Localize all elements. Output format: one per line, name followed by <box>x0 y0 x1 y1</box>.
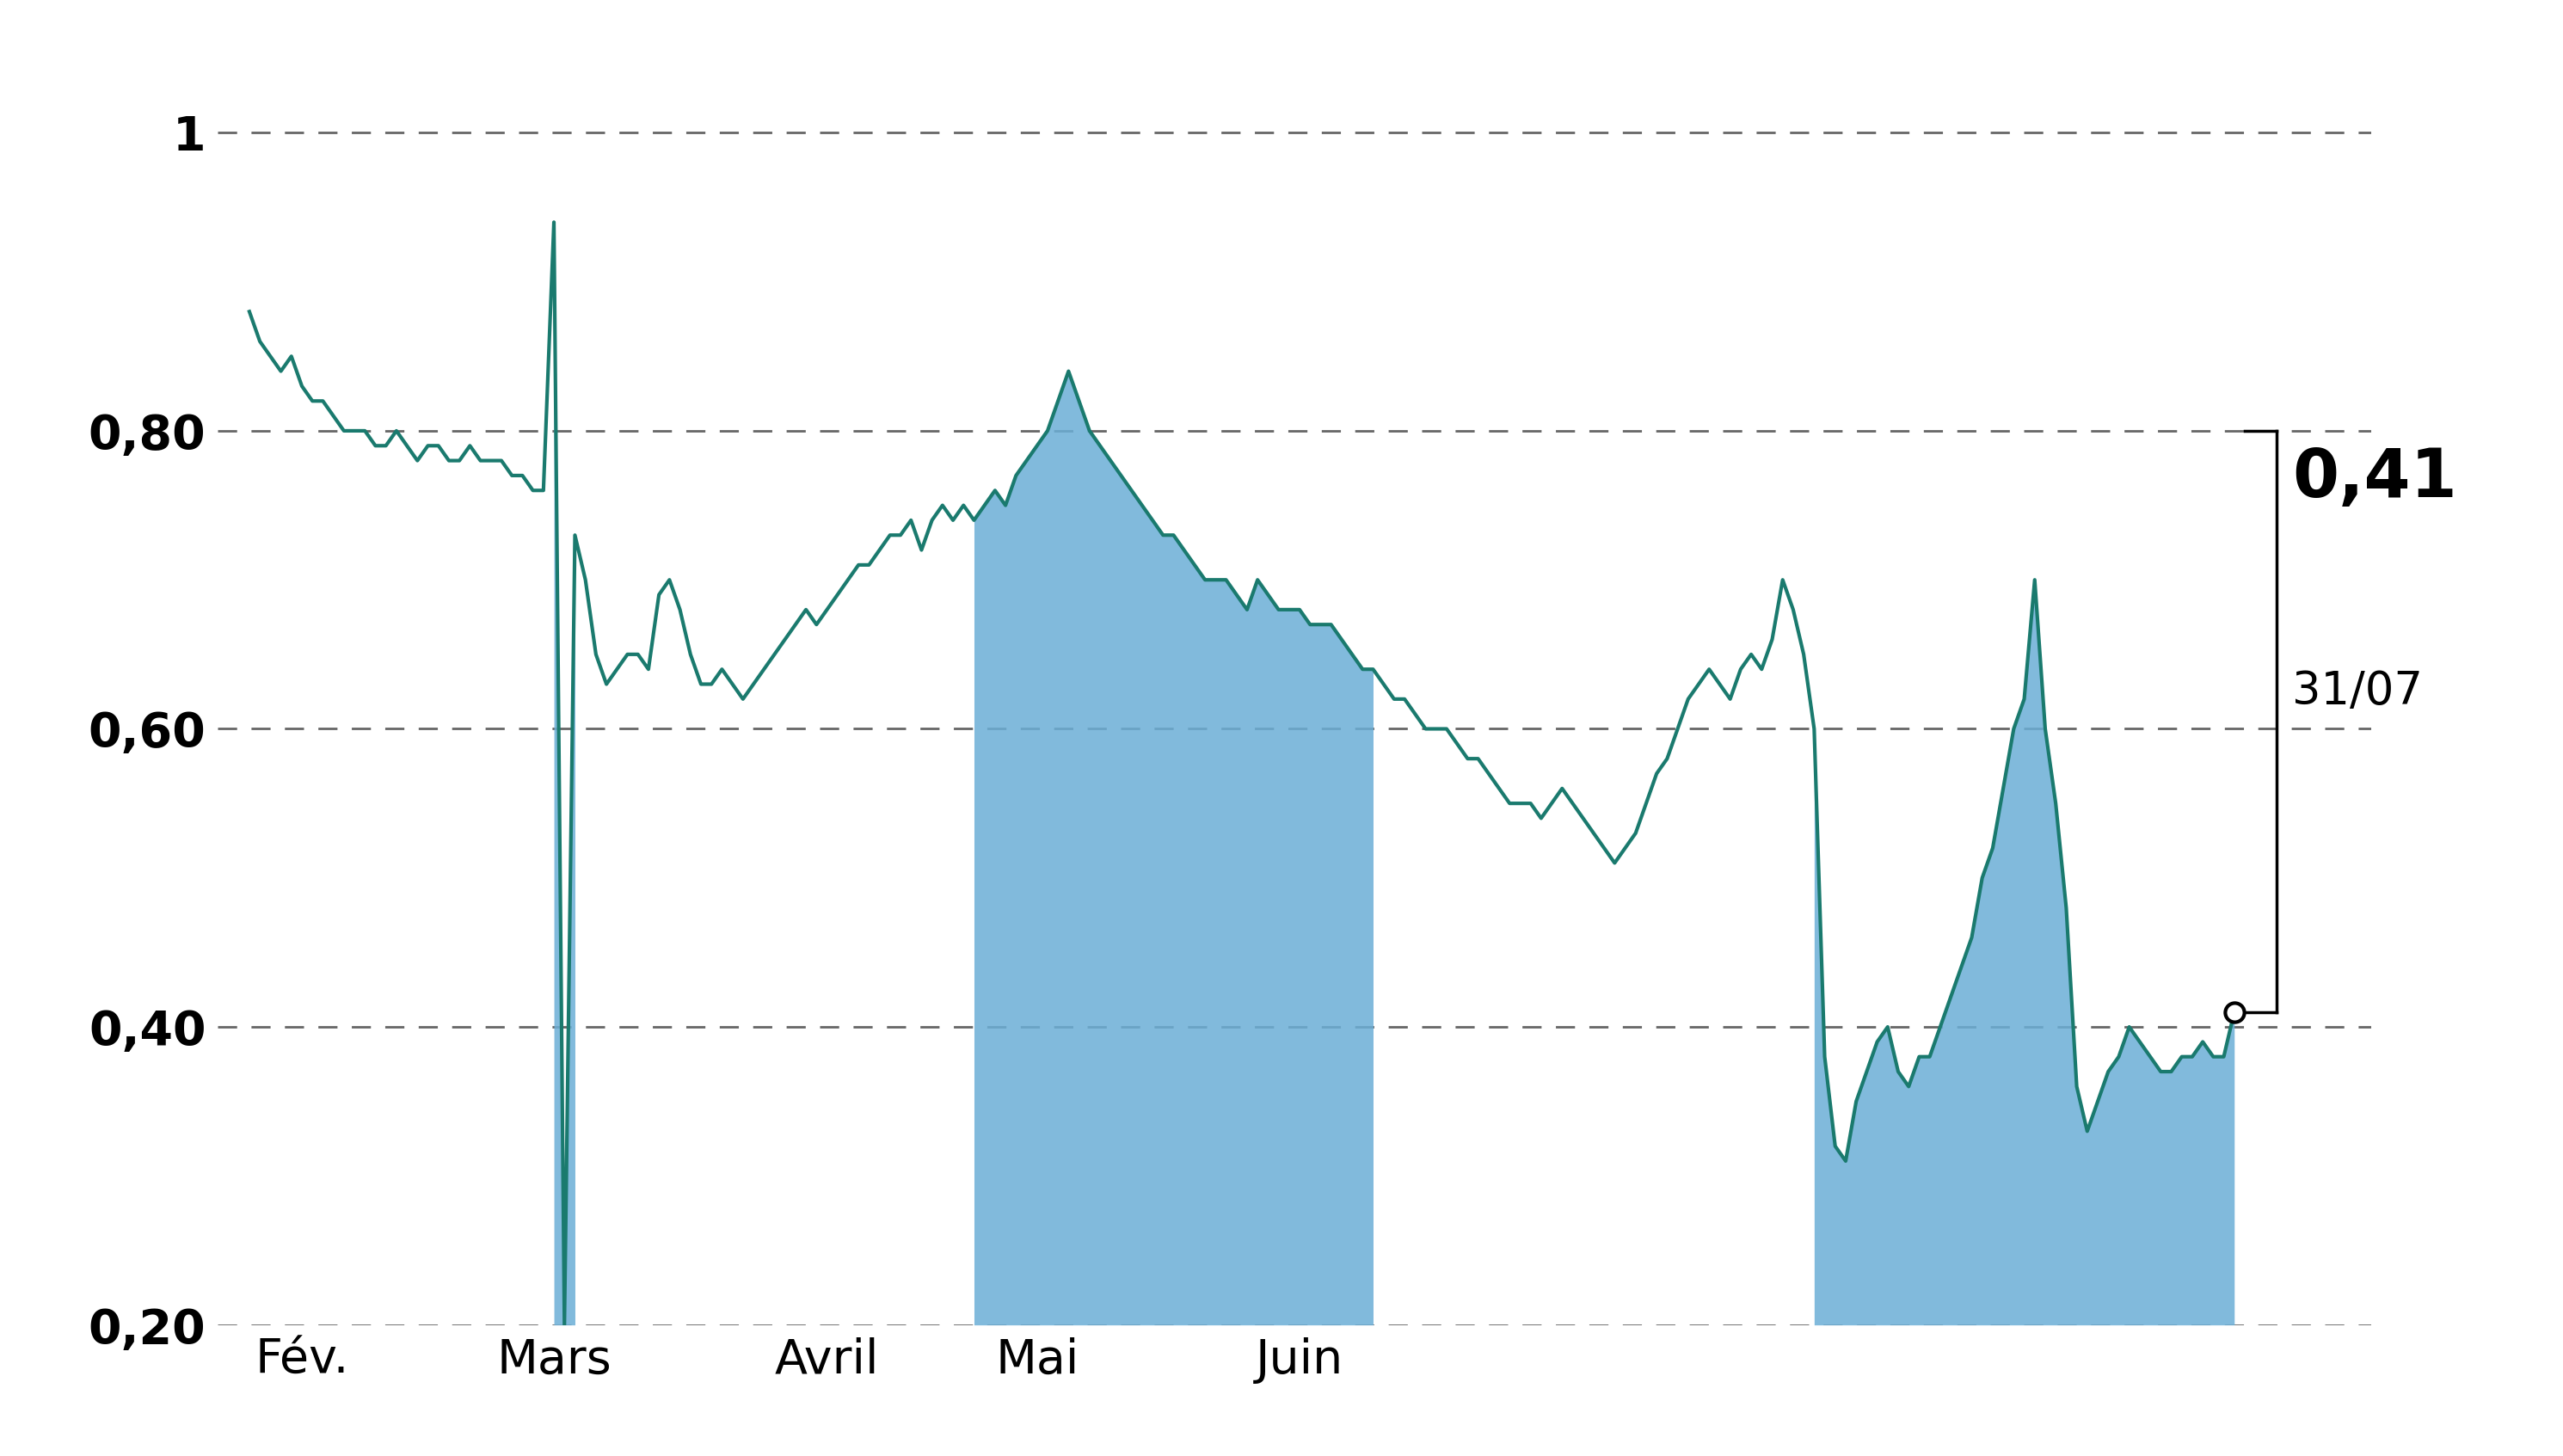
Text: 0,41: 0,41 <box>2291 446 2458 511</box>
Text: Vicinity Motor Corp.: Vicinity Motor Corp. <box>677 15 1886 119</box>
Text: 31/07: 31/07 <box>2291 670 2422 713</box>
